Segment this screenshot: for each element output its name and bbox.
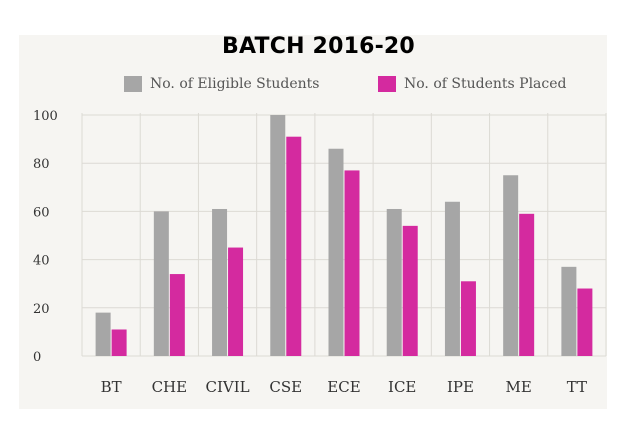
bar-placed-ece <box>344 170 360 356</box>
y-tick-label: 60 <box>33 205 50 220</box>
legend-item-eligible: No. of Eligible Students <box>124 76 320 92</box>
x-tick-label: ICE <box>388 378 416 396</box>
chart-title: BATCH 2016-20 <box>222 34 415 59</box>
legend-swatch-placed <box>378 76 396 92</box>
bar-eligible-cse <box>270 115 286 356</box>
legend-label-placed: No. of Students Placed <box>404 76 567 92</box>
y-tick-label: 40 <box>33 254 50 269</box>
x-tick-label: BT <box>101 378 122 396</box>
x-tick-label: TT <box>567 378 587 396</box>
bar-placed-ice <box>402 225 418 356</box>
bar-eligible-ice <box>386 208 402 356</box>
bar-placed-me <box>519 213 535 356</box>
legend-swatch-eligible <box>124 76 142 92</box>
x-tick-label: CIVIL <box>205 378 249 396</box>
legend-item-placed: No. of Students Placed <box>378 76 566 92</box>
bar-eligible-bt <box>95 312 111 356</box>
bar-placed-bt <box>111 329 127 356</box>
x-tick-label: CSE <box>269 378 302 396</box>
y-tick-label: 20 <box>33 302 50 317</box>
bar-placed-civil <box>228 247 244 356</box>
bar-placed-ipe <box>460 281 476 356</box>
x-tick-label: IPE <box>447 378 474 396</box>
bar-eligible-me <box>503 175 519 356</box>
y-tick-label: 0 <box>33 350 41 365</box>
x-tick-label: CHE <box>152 378 188 396</box>
y-tick-label: 80 <box>33 157 50 172</box>
x-tick-label: ME <box>506 378 532 396</box>
bar-placed-cse <box>286 136 302 356</box>
bar-eligible-tt <box>561 266 577 356</box>
bar-eligible-civil <box>212 208 228 356</box>
y-tick-label: 100 <box>33 109 58 124</box>
legend-label-eligible: No. of Eligible Students <box>150 76 320 92</box>
bar-placed-tt <box>577 288 593 356</box>
bar-eligible-che <box>153 211 169 356</box>
x-tick-label: ECE <box>327 378 360 396</box>
bar-placed-che <box>169 274 185 356</box>
bar-eligible-ipe <box>444 201 460 356</box>
bar-eligible-ece <box>328 148 344 356</box>
